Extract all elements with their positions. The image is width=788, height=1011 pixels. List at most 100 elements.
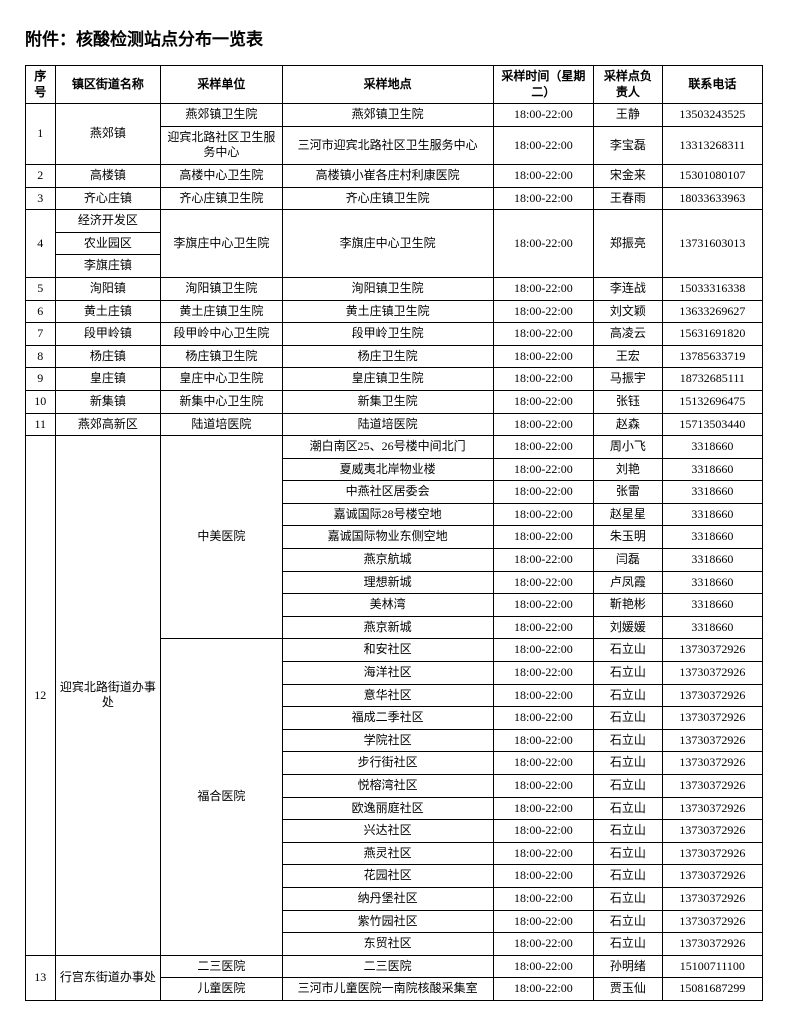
cell-town: 农业园区 (55, 232, 161, 255)
cell-location: 洵阳镇卫生院 (282, 277, 493, 300)
cell-person: 卢凤霞 (594, 571, 663, 594)
cell-time: 18:00-22:00 (493, 684, 593, 707)
header-time: 采样时间（星期二） (493, 66, 593, 104)
header-phone: 联系电话 (662, 66, 762, 104)
cell-town: 洵阳镇 (55, 277, 161, 300)
cell-person: 刘媛媛 (594, 616, 663, 639)
cell-location: 福成二季社区 (282, 707, 493, 730)
cell-phone: 15081687299 (662, 978, 762, 1001)
cell-phone: 13785633719 (662, 345, 762, 368)
cell-time: 18:00-22:00 (493, 368, 593, 391)
cell-time: 18:00-22:00 (493, 729, 593, 752)
cell-phone: 13730372926 (662, 820, 762, 843)
cell-location: 意华社区 (282, 684, 493, 707)
cell-location: 皇庄镇卫生院 (282, 368, 493, 391)
header-location: 采样地点 (282, 66, 493, 104)
cell-person: 朱玉明 (594, 526, 663, 549)
cell-person: 王春雨 (594, 187, 663, 210)
cell-location: 紫竹园社区 (282, 910, 493, 933)
cell-unit: 儿童医院 (161, 978, 282, 1001)
table-row: 5 洵阳镇 洵阳镇卫生院 洵阳镇卫生院 18:00-22:00 李连战 1503… (26, 277, 763, 300)
cell-location: 兴达社区 (282, 820, 493, 843)
cell-time: 18:00-22:00 (493, 413, 593, 436)
cell-unit: 中美医院 (161, 436, 282, 639)
cell-phone: 15100711100 (662, 955, 762, 978)
cell-person: 石立山 (594, 662, 663, 685)
cell-person: 赵星星 (594, 503, 663, 526)
cell-location: 二三医院 (282, 955, 493, 978)
cell-time: 18:00-22:00 (493, 436, 593, 459)
cell-town: 齐心庄镇 (55, 187, 161, 210)
cell-phone: 15301080107 (662, 164, 762, 187)
cell-seq: 4 (26, 210, 56, 278)
cell-phone: 13503243525 (662, 104, 762, 127)
cell-seq: 7 (26, 323, 56, 346)
cell-location: 学院社区 (282, 729, 493, 752)
cell-phone: 3318660 (662, 571, 762, 594)
cell-phone: 3318660 (662, 436, 762, 459)
cell-location: 三河市迎宾北路社区卫生服务中心 (282, 126, 493, 164)
cell-location: 燕京新城 (282, 616, 493, 639)
cell-location: 燕郊镇卫生院 (282, 104, 493, 127)
cell-person: 石立山 (594, 865, 663, 888)
cell-location: 纳丹堡社区 (282, 887, 493, 910)
cell-location: 燕京航城 (282, 549, 493, 572)
cell-location: 花园社区 (282, 865, 493, 888)
cell-unit: 杨庄镇卫生院 (161, 345, 282, 368)
cell-location: 理想新城 (282, 571, 493, 594)
cell-phone: 15631691820 (662, 323, 762, 346)
cell-person: 石立山 (594, 842, 663, 865)
cell-unit: 新集中心卫生院 (161, 390, 282, 413)
cell-location: 三河市儿童医院一南院核酸采集室 (282, 978, 493, 1001)
cell-phone: 18732685111 (662, 368, 762, 391)
cell-time: 18:00-22:00 (493, 955, 593, 978)
cell-location: 东贸社区 (282, 933, 493, 956)
cell-location: 齐心庄镇卫生院 (282, 187, 493, 210)
cell-time: 18:00-22:00 (493, 549, 593, 572)
cell-time: 18:00-22:00 (493, 775, 593, 798)
cell-seq: 6 (26, 300, 56, 323)
cell-town: 行宫东街道办事处 (55, 955, 161, 1000)
cell-unit: 迎宾北路社区卫生服务中心 (161, 126, 282, 164)
cell-time: 18:00-22:00 (493, 865, 593, 888)
cell-town: 皇庄镇 (55, 368, 161, 391)
cell-person: 靳艳彬 (594, 594, 663, 617)
cell-time: 18:00-22:00 (493, 164, 593, 187)
cell-time: 18:00-22:00 (493, 187, 593, 210)
table-row: 10 新集镇 新集中心卫生院 新集卫生院 18:00-22:00 张钰 1513… (26, 390, 763, 413)
cell-phone: 13730372926 (662, 797, 762, 820)
cell-phone: 13730372926 (662, 910, 762, 933)
cell-person: 李连战 (594, 277, 663, 300)
cell-location: 潮白南区25、26号楼中间北门 (282, 436, 493, 459)
cell-seq: 9 (26, 368, 56, 391)
cell-phone: 3318660 (662, 549, 762, 572)
cell-time: 18:00-22:00 (493, 752, 593, 775)
cell-location: 和安社区 (282, 639, 493, 662)
cell-person: 石立山 (594, 639, 663, 662)
cell-location: 嘉诚国际28号楼空地 (282, 503, 493, 526)
cell-time: 18:00-22:00 (493, 345, 593, 368)
cell-person: 周小飞 (594, 436, 663, 459)
cell-location: 步行街社区 (282, 752, 493, 775)
cell-location: 中燕社区居委会 (282, 481, 493, 504)
cell-time: 18:00-22:00 (493, 910, 593, 933)
cell-phone: 13730372926 (662, 729, 762, 752)
cell-unit: 燕郊镇卫生院 (161, 104, 282, 127)
cell-person: 马振宇 (594, 368, 663, 391)
table-row: 3 齐心庄镇 齐心庄镇卫生院 齐心庄镇卫生院 18:00-22:00 王春雨 1… (26, 187, 763, 210)
cell-phone: 13731603013 (662, 210, 762, 278)
header-town: 镇区街道名称 (55, 66, 161, 104)
cell-location: 海洋社区 (282, 662, 493, 685)
cell-time: 18:00-22:00 (493, 933, 593, 956)
cell-seq: 11 (26, 413, 56, 436)
cell-location: 欧逸丽庭社区 (282, 797, 493, 820)
testing-sites-table: 序号 镇区街道名称 采样单位 采样地点 采样时间（星期二） 采样点负责人 联系电… (25, 65, 763, 1001)
cell-time: 18:00-22:00 (493, 842, 593, 865)
cell-unit: 黄土庄镇卫生院 (161, 300, 282, 323)
cell-location: 黄土庄镇卫生院 (282, 300, 493, 323)
cell-unit: 齐心庄镇卫生院 (161, 187, 282, 210)
cell-phone: 13730372926 (662, 887, 762, 910)
cell-location: 夏威夷北岸物业楼 (282, 458, 493, 481)
cell-time: 18:00-22:00 (493, 210, 593, 278)
table-row: 11 燕郊高新区 陆道培医院 陆道培医院 18:00-22:00 赵森 1571… (26, 413, 763, 436)
